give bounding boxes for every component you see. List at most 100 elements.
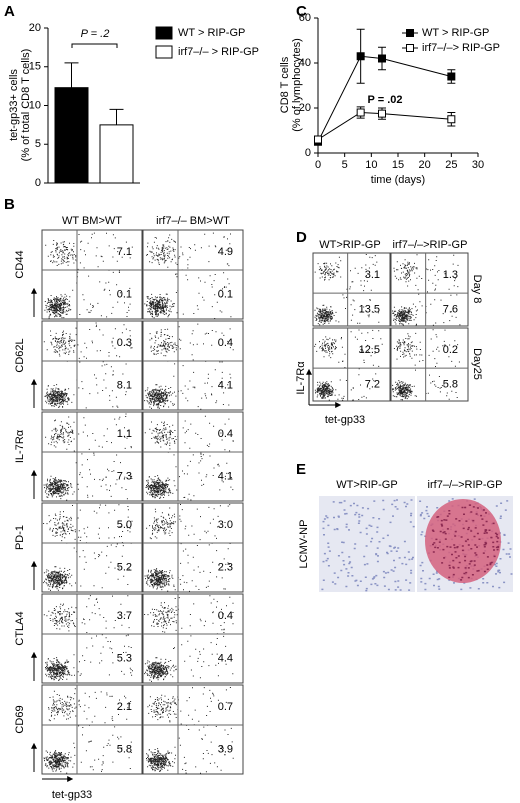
cell-dots <box>146 687 234 774</box>
quadrant-value: 4.1 <box>218 470 233 482</box>
legend-label: WT > RIP-GP <box>178 27 245 39</box>
column-header: WT BM>WT <box>62 215 122 227</box>
legend-swatch <box>155 45 173 59</box>
column-header: WT>RIP-GP <box>319 239 380 251</box>
quadrant-value: 7.2 <box>365 378 380 390</box>
quadrant-value: 0.1 <box>117 288 132 300</box>
panel-label: C <box>296 3 307 20</box>
cell-dots <box>392 329 460 401</box>
point <box>356 52 365 61</box>
column-header: WT>RIP-GP <box>336 479 397 491</box>
y-tick-label: 0 <box>305 147 311 159</box>
histology-image <box>319 496 415 592</box>
panel-label: D <box>296 229 307 246</box>
quadrant-value: 3.9 <box>218 743 233 755</box>
legend-marker <box>406 29 414 37</box>
quadrant-value: 0.4 <box>218 337 233 349</box>
y-axis-label: tet-gp33+ cells <box>8 69 20 141</box>
x-axis-label: tet-gp33 <box>52 789 92 801</box>
quadrant-value: 5.0 <box>117 519 132 531</box>
y-axis-label: CD8 T cells <box>279 56 291 113</box>
y-tick-label: 15 <box>29 61 41 73</box>
cell-dots <box>392 254 461 326</box>
cell-dots <box>43 595 133 681</box>
panel-label: B <box>4 196 15 213</box>
bar <box>54 87 89 184</box>
point <box>447 72 456 81</box>
quadrant-value: 5.2 <box>117 561 132 573</box>
cell-dots <box>43 688 132 774</box>
quadrant-value: 0.7 <box>218 701 233 713</box>
y-tick-label: 5 <box>35 138 41 150</box>
legend-marker <box>406 44 414 52</box>
panel-label: A <box>4 3 15 20</box>
x-tick-label: 10 <box>365 159 377 171</box>
quadrant-value: 1.1 <box>117 428 132 440</box>
plot-frame <box>142 320 244 411</box>
legend-swatch <box>155 26 173 40</box>
y-tick-label: 20 <box>29 22 41 34</box>
quadrant-value: 13.5 <box>359 303 380 315</box>
annotation: P = .02 <box>368 94 403 106</box>
y-tick-label: 20 <box>299 102 311 114</box>
cell-dots <box>314 254 380 326</box>
line <box>317 111 452 140</box>
quadrant-value: 12.5 <box>359 344 380 356</box>
y-tick-label: 10 <box>29 99 41 111</box>
y-tick-label: 0 <box>35 177 41 189</box>
line <box>317 55 452 142</box>
quadrant-value: 0.1 <box>218 288 233 300</box>
bar <box>99 124 134 184</box>
quadrant-value: 5.8 <box>117 743 132 755</box>
row-label: CTLA4 <box>14 611 26 645</box>
point <box>447 115 456 124</box>
y-tick-label: 40 <box>299 57 311 69</box>
column-header: irf7–/–>RIP-GP <box>428 479 503 491</box>
cell-dots <box>44 232 133 319</box>
row-label: CD62L <box>14 338 26 372</box>
x-tick-label: 0 <box>315 159 321 171</box>
x-axis-label: time (days) <box>371 174 425 186</box>
quadrant-value: 7.6 <box>443 303 458 315</box>
y-axis-label: IL-7Rα <box>295 361 307 395</box>
row-label: PD-1 <box>14 525 26 550</box>
plot-frame <box>41 229 143 320</box>
cell-dots <box>144 323 234 410</box>
cell-dots <box>43 413 133 501</box>
quadrant-value: 4.9 <box>218 246 233 258</box>
quadrant-value: 3.0 <box>218 519 233 531</box>
plot-frame <box>390 327 469 402</box>
quadrant-value: 1.3 <box>443 269 458 281</box>
quadrant-value: 8.1 <box>117 379 132 391</box>
point <box>356 108 365 117</box>
quadrant-value: 0.4 <box>218 610 233 622</box>
quadrant-value: 7.1 <box>117 246 132 258</box>
plot-frame <box>41 502 143 593</box>
y-axis-label: (% of lymphocytes) <box>291 38 303 132</box>
row-label: IL-7Rα <box>14 429 26 463</box>
row-label: Day25 <box>471 348 483 380</box>
x-tick-label: 15 <box>392 159 404 171</box>
annotation: P = .2 <box>81 28 110 40</box>
x-tick-label: 5 <box>342 159 348 171</box>
quadrant-value: 5.8 <box>443 378 458 390</box>
x-tick-label: 30 <box>472 159 484 171</box>
quadrant-value: 5.3 <box>117 652 132 664</box>
point <box>378 109 386 118</box>
point <box>314 135 322 144</box>
cell-dots <box>43 322 133 409</box>
legend-label: WT > RIP-GP <box>422 27 489 39</box>
quadrant-value: 3.1 <box>365 269 380 281</box>
quadrant-value: 7.3 <box>117 470 132 482</box>
column-header: irf7–/–>RIP-GP <box>393 239 468 251</box>
row-label: Day 8 <box>471 275 483 304</box>
row-label: CD69 <box>14 705 26 733</box>
quadrant-value: 2.3 <box>218 561 233 573</box>
panel-label: E <box>296 461 306 478</box>
x-tick-label: 20 <box>419 159 431 171</box>
quadrant-value: 0.2 <box>443 344 458 356</box>
stained-nuclei <box>431 504 500 581</box>
row-label: LCMV-NP <box>298 520 310 569</box>
legend-label: irf7–/–> RIP-GP <box>422 42 500 54</box>
